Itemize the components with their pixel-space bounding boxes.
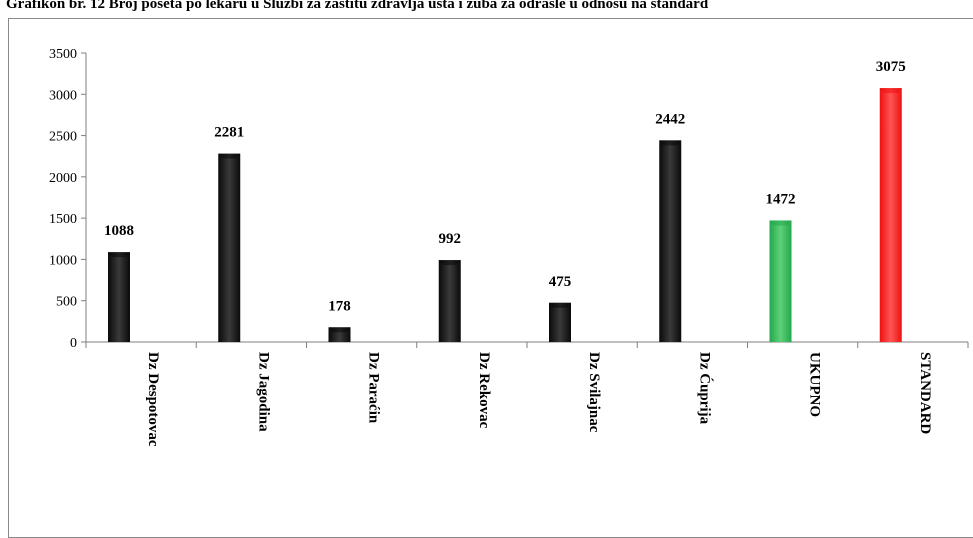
- category-label: STANDARD: [917, 352, 933, 434]
- data-label: 2281: [214, 125, 244, 141]
- category-label: Dz Ćuprija: [696, 352, 713, 425]
- category-label: UKUPNO: [807, 352, 823, 417]
- category-label: Dz Paraćin: [366, 352, 382, 424]
- bar: [769, 220, 792, 342]
- bar-bevel: [328, 327, 351, 333]
- data-label: 475: [549, 274, 572, 290]
- y-tick-label: 500: [56, 295, 77, 310]
- data-label: 992: [439, 231, 462, 247]
- y-tick-label: 0: [70, 336, 77, 351]
- data-label: 3075: [876, 59, 906, 75]
- data-label: 178: [328, 298, 351, 314]
- data-label: 1472: [766, 191, 796, 207]
- bar-bevel: [438, 260, 461, 266]
- y-tick-label: 3000: [49, 88, 77, 103]
- category-label: Dz Despotovac: [145, 352, 161, 447]
- bar: [108, 252, 130, 342]
- y-tick-label: 2000: [49, 171, 77, 186]
- y-tick-label: 3500: [49, 47, 77, 62]
- bar-bevel: [108, 252, 130, 258]
- bar: [438, 260, 461, 342]
- data-label: 2442: [655, 111, 685, 127]
- category-label: Dz Svilajnac: [586, 352, 602, 433]
- bar-bevel: [218, 153, 241, 159]
- chart-title: Grafikon br. 12 Broj poseta po lekaru u …: [6, 0, 709, 12]
- category-label: Dz Jagodina: [255, 352, 271, 432]
- category-label: Dz Rekovac: [476, 352, 492, 429]
- bar-chart: 0 500 1000 1500 2000 2500 3000 3500 1088 Dz Despo…: [49, 47, 969, 447]
- y-tick-label: 2500: [49, 130, 77, 145]
- bar: [218, 153, 241, 342]
- bar-bevel: [879, 88, 902, 94]
- data-label: 1088: [104, 223, 134, 239]
- bar: [659, 140, 682, 342]
- bar: [879, 88, 902, 342]
- bar-bevel: [659, 140, 682, 146]
- bar: [549, 302, 571, 342]
- bar-bevel: [549, 302, 571, 308]
- bar-bevel: [769, 220, 792, 226]
- y-tick-label: 1000: [49, 253, 77, 268]
- y-tick-label: 1500: [49, 212, 77, 227]
